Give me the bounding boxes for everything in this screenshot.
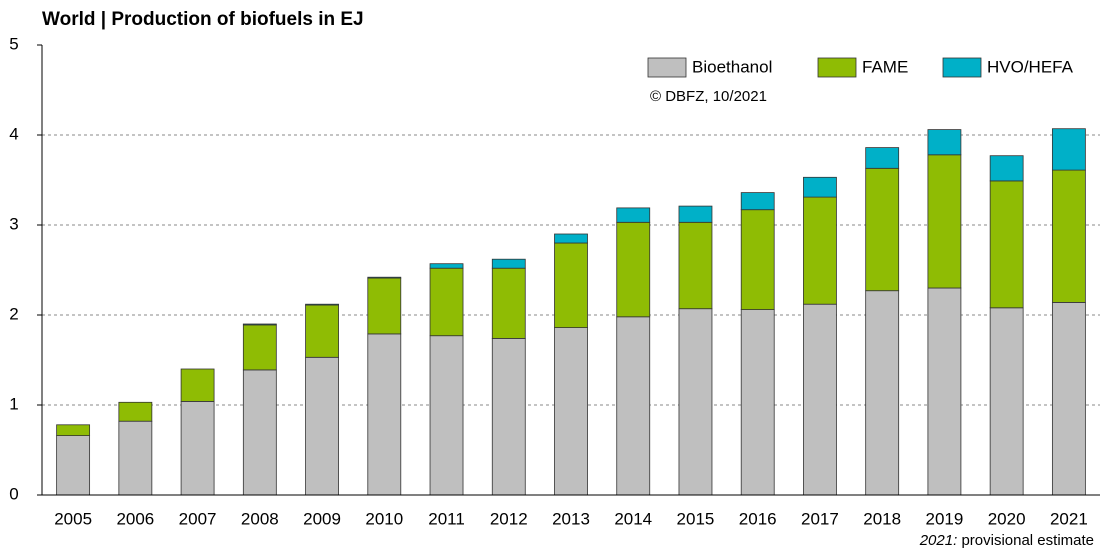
x-tick-label: 2005 — [54, 509, 92, 528]
y-tick-label: 3 — [9, 214, 18, 233]
bar-segment — [118, 401, 153, 422]
legend-swatch — [817, 57, 857, 78]
bar-segment — [429, 335, 464, 496]
legend-label: Bioethanol — [692, 57, 772, 76]
x-tick-label: 2007 — [179, 509, 217, 528]
bar-segment — [616, 316, 651, 496]
bar-segment — [927, 287, 962, 496]
bar-segment — [242, 369, 277, 496]
x-tick-label: 2021 — [1050, 509, 1088, 528]
bar-segment — [367, 333, 402, 496]
bar-segment — [1051, 301, 1086, 496]
note-text: provisional estimate — [961, 532, 1094, 549]
chart-title: World | Production of biofuels in EJ — [42, 9, 364, 30]
y-tick-label: 0 — [9, 484, 18, 503]
note: 2021: provisional estimate — [919, 532, 1094, 549]
note-year: 2021: — [919, 532, 958, 549]
bar-segment — [242, 323, 277, 326]
bar-segment — [554, 242, 588, 328]
bar-segment — [1051, 128, 1086, 171]
x-tick-label: 2016 — [739, 509, 777, 528]
x-tick-label: 2009 — [303, 509, 341, 528]
bar-segment — [616, 221, 651, 318]
legend-label: FAME — [862, 57, 908, 76]
bar-segment — [927, 154, 962, 289]
bar-segment — [367, 276, 402, 279]
bar-segment — [616, 207, 651, 223]
bar-segment — [989, 180, 1024, 309]
x-tick-label: 2019 — [925, 509, 963, 528]
bar-segment — [491, 267, 526, 339]
bar-segment — [429, 263, 464, 269]
legend-swatch — [942, 57, 982, 78]
bar-segment — [740, 309, 775, 496]
x-tick-label: 2014 — [614, 509, 652, 528]
bar-segment — [989, 155, 1024, 182]
bar-segment — [927, 129, 962, 156]
bar-segment — [865, 147, 900, 169]
x-tick-label: 2013 — [552, 509, 590, 528]
bar-segment — [865, 290, 900, 496]
bar-segment — [180, 400, 215, 496]
bar-segment — [803, 176, 837, 198]
legend-label: HVO/HEFA — [987, 57, 1074, 76]
y-tick-label: 4 — [9, 124, 18, 143]
bar-segment — [242, 324, 277, 371]
bar-segment — [429, 267, 464, 337]
bar-segment — [803, 303, 837, 496]
x-tick-label: 2006 — [116, 509, 154, 528]
x-tick-label: 2018 — [863, 509, 901, 528]
x-tick-label: 2020 — [988, 509, 1026, 528]
bar-segment — [678, 221, 713, 310]
x-tick-label: 2012 — [490, 509, 528, 528]
bar-segment — [740, 209, 775, 310]
y-tick-label: 1 — [9, 394, 18, 413]
bar-segment — [56, 435, 91, 496]
bar-segment — [491, 337, 526, 496]
x-tick-label: 2011 — [428, 509, 465, 528]
y-tick-label: 5 — [9, 34, 18, 53]
bar-segment — [56, 424, 91, 436]
y-tick-label: 2 — [9, 304, 18, 323]
x-tick-label: 2010 — [365, 509, 403, 528]
bar-segment — [865, 167, 900, 292]
bar-segment — [554, 233, 588, 244]
bar-segment — [554, 327, 588, 496]
bar-segment — [305, 303, 339, 306]
bar-segment — [678, 308, 713, 496]
bar-segment — [678, 205, 713, 223]
bar-segment — [491, 258, 526, 269]
bar-segment — [180, 368, 215, 402]
bar-segment — [740, 192, 775, 211]
bar-segment — [305, 304, 339, 358]
bar-segment — [305, 356, 339, 496]
source: © DBFZ, 10/2021 — [650, 88, 767, 105]
x-tick-label: 2008 — [241, 509, 279, 528]
bar-segment — [1051, 169, 1086, 303]
x-tick-label: 2015 — [677, 509, 715, 528]
legend-swatch — [647, 57, 687, 78]
bar-segment — [118, 420, 153, 496]
bar-segment — [367, 277, 402, 335]
bar-segment — [803, 196, 837, 305]
bar-segment — [989, 307, 1024, 496]
x-tick-label: 2017 — [801, 509, 839, 528]
